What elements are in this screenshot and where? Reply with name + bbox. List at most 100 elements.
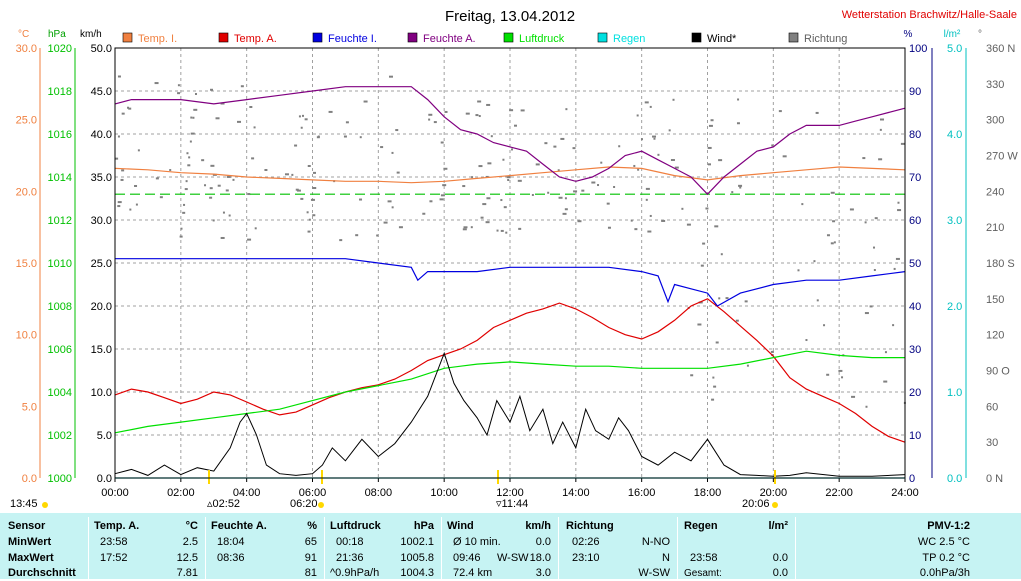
- time-tick-label: 18:00: [694, 487, 722, 499]
- direction-mark: [557, 169, 560, 172]
- time-tick-label: 04:00: [233, 487, 261, 499]
- series-temp-a: [114, 298, 906, 443]
- direction-mark: [830, 242, 834, 245]
- direction-mark: [715, 341, 719, 344]
- sun-icon: [318, 502, 324, 508]
- rain-r2: 23:58 0.0: [684, 551, 790, 565]
- r-hum-tick: 60: [909, 215, 921, 227]
- direction-mark: [204, 184, 207, 187]
- direction-mark: [573, 190, 578, 193]
- rain-total-value: 0.0: [772, 567, 788, 579]
- r-hum-tick: 0: [909, 473, 915, 485]
- direction-mark: [591, 181, 596, 184]
- direction-mark: [193, 108, 198, 111]
- direction-mark: [725, 297, 729, 300]
- direction-mark: [731, 191, 734, 194]
- sun-label: ▵02:52: [207, 498, 240, 510]
- direction-mark: [306, 211, 309, 214]
- direction-mark: [502, 158, 505, 161]
- direction-mark: [544, 142, 548, 145]
- label-max: MaxWert: [8, 552, 54, 564]
- direction-mark: [597, 184, 600, 187]
- direction-mark: [738, 184, 743, 187]
- l-wind-tick: 35.0: [91, 172, 112, 184]
- r-dir-tick: 0 N: [986, 473, 1003, 485]
- direction-mark: [851, 395, 856, 398]
- hum-min-value: 65: [304, 536, 317, 548]
- direction-mark: [343, 135, 347, 138]
- direction-mark: [490, 135, 493, 138]
- direction-mark: [553, 145, 557, 148]
- legend-item: Feuchte I.: [312, 32, 377, 45]
- direction-mark: [739, 186, 742, 189]
- direction-mark: [217, 184, 221, 187]
- sun-markers: 13:45 ▵02:52 06:20 ▿11:44 20:06: [10, 470, 778, 510]
- separator: [324, 517, 325, 579]
- hum-header-label: Feuchte A.: [211, 520, 267, 532]
- direction-mark: [210, 88, 214, 91]
- direction-mark: [865, 405, 868, 408]
- temp-min-row: 23:58 2.5: [94, 535, 200, 549]
- direction-mark: [442, 184, 447, 187]
- direction-mark: [388, 75, 393, 78]
- direction-mark: [482, 203, 487, 206]
- direction-mark: [564, 208, 568, 211]
- l-press-tick: 1020: [48, 43, 72, 55]
- direction-mark: [714, 225, 719, 228]
- direction-mark: [117, 135, 120, 138]
- plot-frame: [114, 47, 906, 479]
- direction-mark: [826, 373, 830, 376]
- direction-mark: [396, 171, 400, 174]
- direction-mark: [189, 140, 192, 143]
- time-tick-label: 08:00: [365, 487, 393, 499]
- r-rain-tick: 1.0: [947, 387, 962, 399]
- r-rain-tick: 2.0: [947, 301, 962, 313]
- direction-mark: [892, 324, 895, 327]
- r-dir-tick: 60: [986, 401, 998, 413]
- r-hum-tick: 40: [909, 301, 921, 313]
- direction-mark: [190, 116, 193, 119]
- direction-mark: [359, 136, 362, 139]
- temp-max-time: 17:52: [100, 552, 128, 564]
- direction-mark: [649, 105, 652, 108]
- direction-mark: [462, 185, 466, 188]
- series-wind: [114, 351, 906, 477]
- direction-mark: [801, 203, 804, 206]
- rain-r2-time: 23:58: [690, 552, 718, 564]
- direction-mark: [613, 185, 616, 188]
- direction-mark: [805, 339, 808, 342]
- direction-mark: [864, 312, 869, 315]
- direction-mark: [507, 175, 511, 178]
- sun-icon: [42, 502, 48, 508]
- hum-max-row: 08:36 91: [211, 551, 319, 565]
- direction-mark: [878, 158, 883, 161]
- wind-avg10-value: 0.0: [535, 536, 551, 548]
- time-tick-label: 24:00: [891, 487, 919, 499]
- direction-mark: [562, 212, 567, 215]
- direction-mark: [744, 300, 748, 303]
- direction-mark: [874, 217, 878, 220]
- dir-r1-time: 02:26: [572, 536, 600, 548]
- direction-mark: [710, 119, 714, 122]
- separator: [558, 517, 559, 579]
- direction-mark: [674, 166, 679, 169]
- direction-mark: [159, 196, 163, 199]
- direction-mark: [705, 207, 709, 210]
- direction-mark: [312, 214, 316, 217]
- direction-mark: [439, 198, 444, 201]
- hum-max-value: 91: [304, 552, 317, 564]
- direction-mark: [833, 241, 836, 244]
- stats-humidity: Feuchte A.% 18:04 65 08:36 91 81: [211, 513, 319, 579]
- l-press-tick: 1006: [48, 344, 72, 356]
- direction-mark: [301, 114, 304, 117]
- direction-mark: [225, 189, 229, 192]
- direction-mark: [304, 118, 308, 121]
- direction-mark: [117, 201, 122, 204]
- direction-mark: [711, 398, 715, 401]
- direction-mark: [127, 106, 130, 109]
- direction-mark: [169, 169, 172, 172]
- r-hum-tick: 20: [909, 387, 921, 399]
- direction-mark: [296, 189, 301, 192]
- direction-mark: [702, 242, 706, 245]
- direction-mark: [228, 214, 231, 217]
